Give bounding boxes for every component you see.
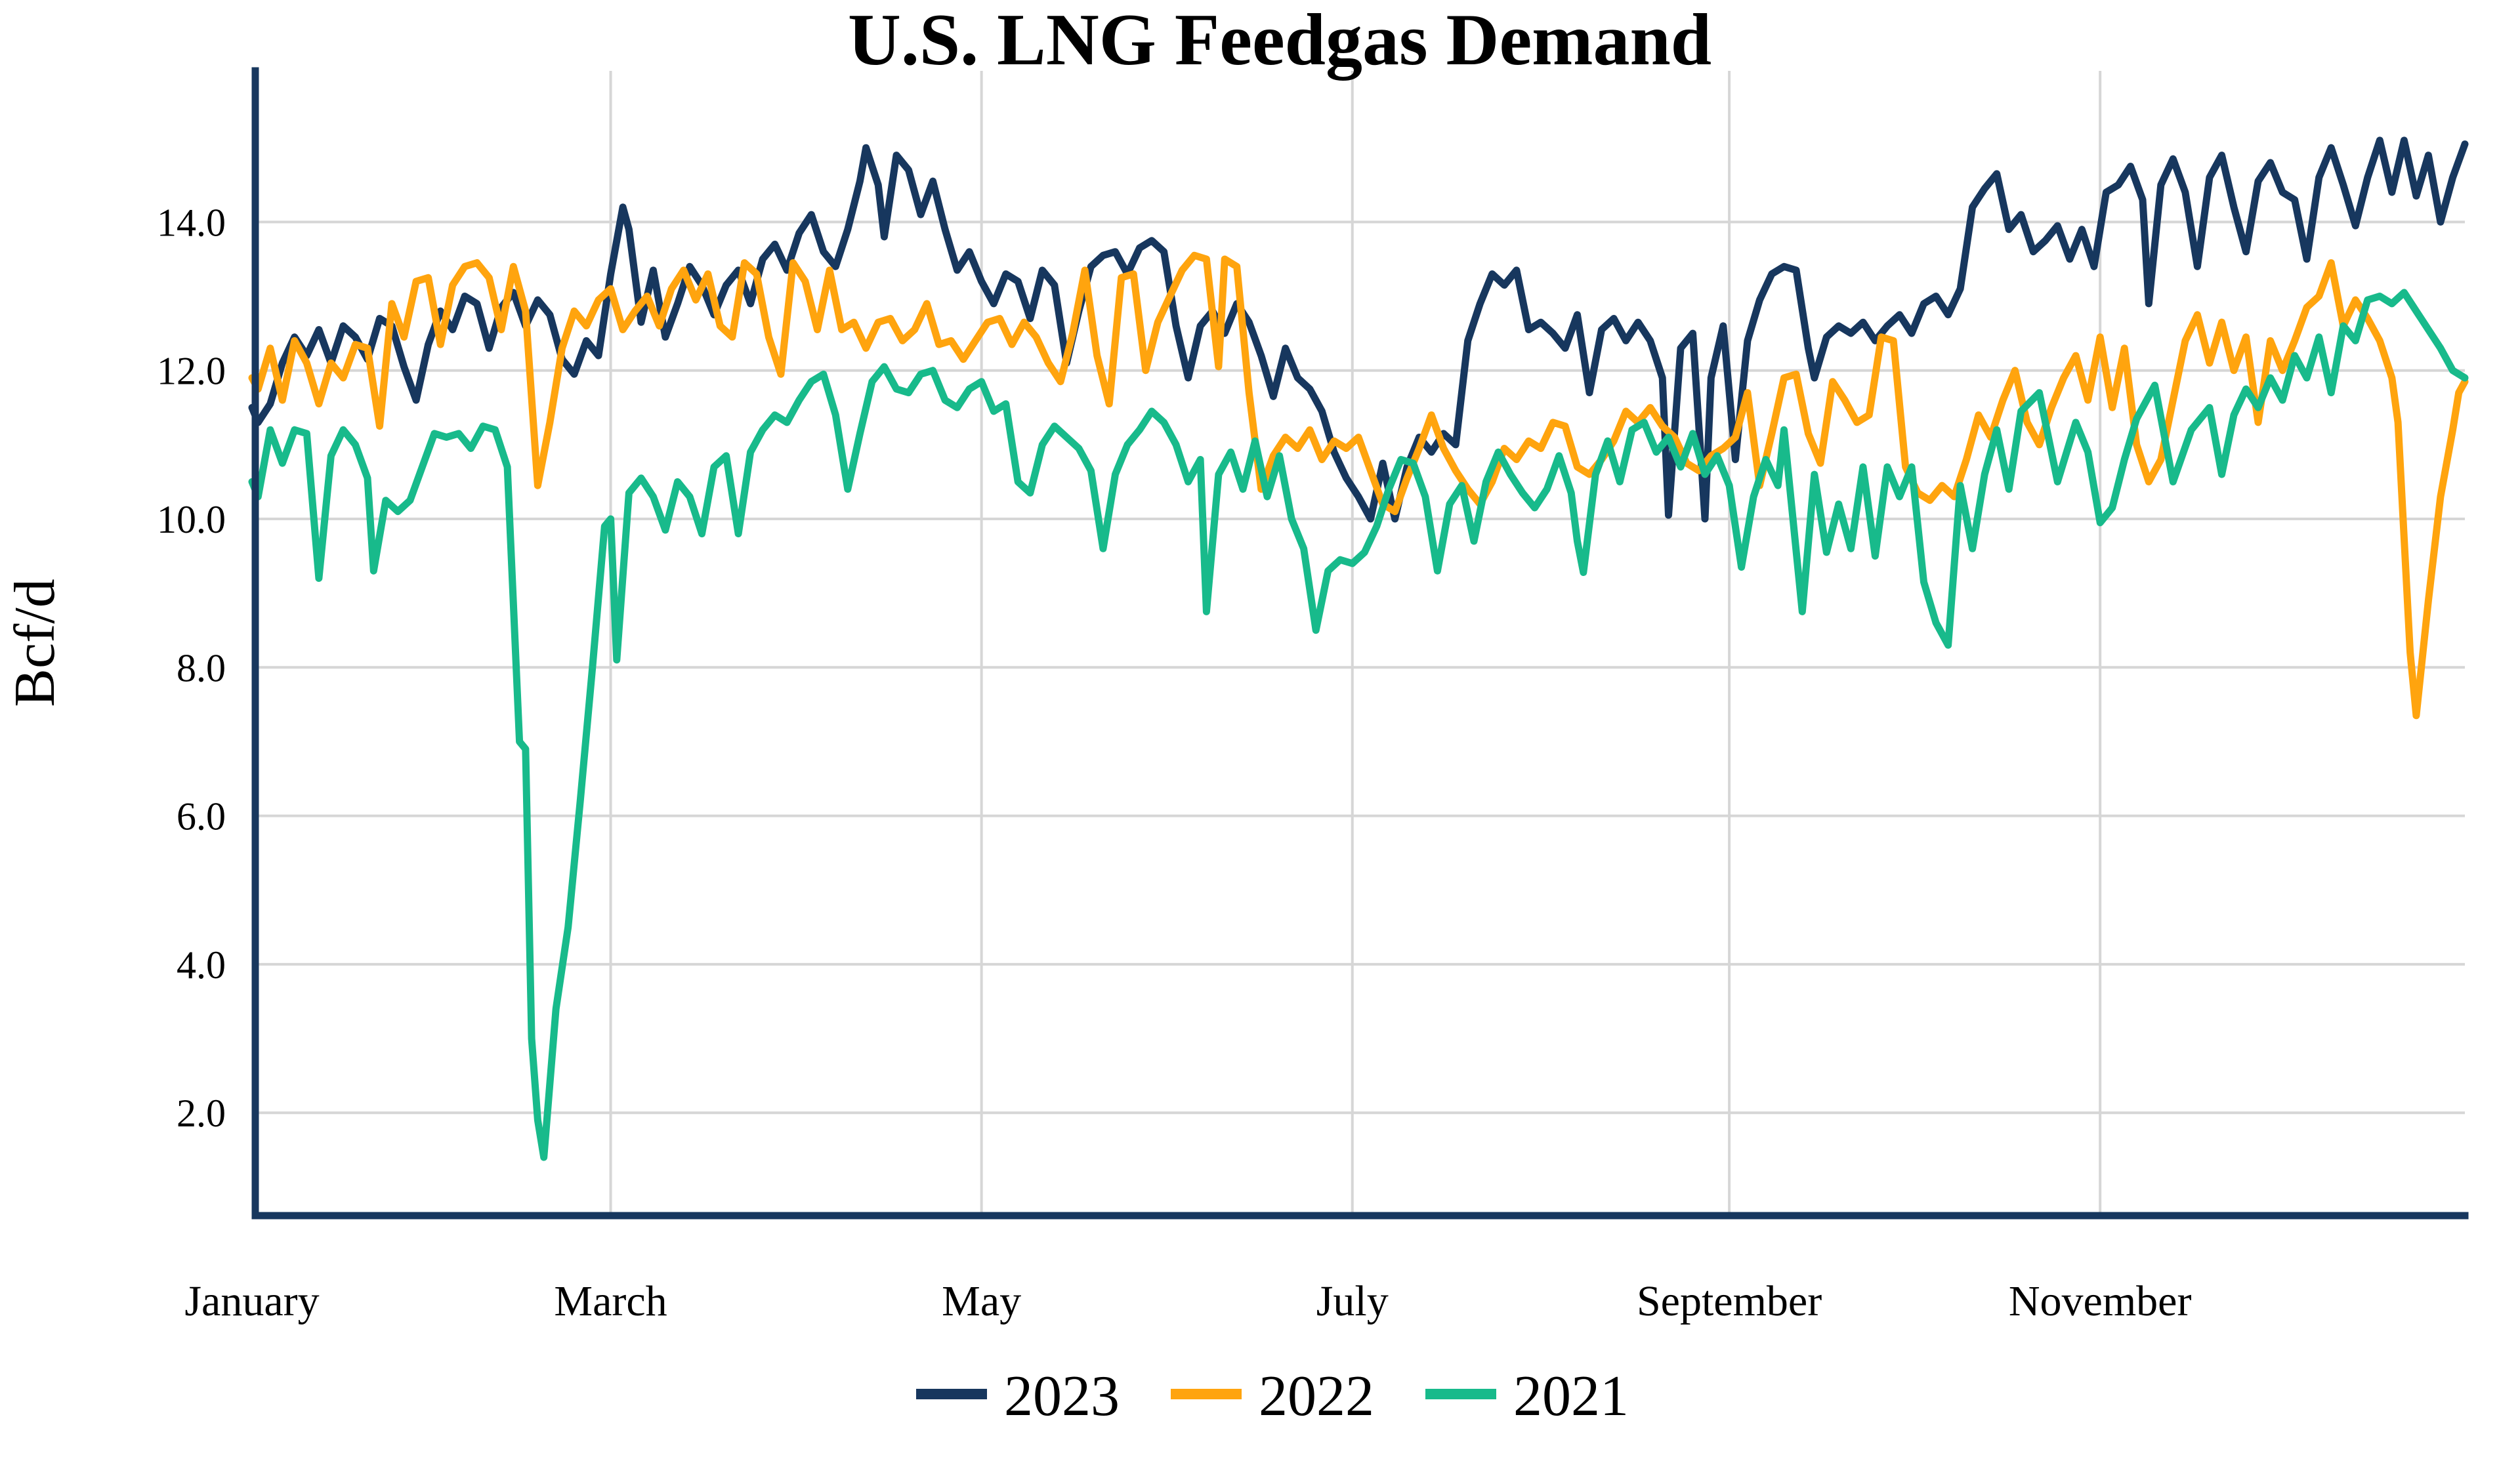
y-tick-label-14.0: 14.0 xyxy=(157,201,226,244)
legend-label-2023: 2023 xyxy=(1004,1365,1120,1428)
y-axis-label: Bcf/d xyxy=(3,579,67,707)
y-tick-label-2.0: 2.0 xyxy=(177,1092,226,1135)
x-tick-label-september: September xyxy=(1637,1277,1822,1325)
y-tick-label-6.0: 6.0 xyxy=(177,795,226,838)
series-layer xyxy=(248,136,2469,1161)
grid-layer xyxy=(252,71,2465,1219)
legend-item-2021: 2021 xyxy=(1425,1365,1629,1428)
y-tick-label-8.0: 8.0 xyxy=(177,646,226,689)
x-tick-label-november: November xyxy=(2009,1277,2192,1325)
x-tick-label-january: January xyxy=(184,1277,319,1325)
legend-label-2022: 2022 xyxy=(1259,1365,1374,1428)
chart-title: U.S. LNG Feedgas Demand xyxy=(848,0,1712,81)
x-tick-label-july: July xyxy=(1316,1277,1389,1325)
legend-label-2021: 2021 xyxy=(1513,1365,1629,1428)
y-tick-label-4.0: 4.0 xyxy=(177,943,226,987)
axis-frame xyxy=(251,67,2469,1220)
series-line-2021 xyxy=(248,289,2469,1161)
x-tick-label-may: May xyxy=(942,1277,1021,1325)
y-tick-label-10.0: 10.0 xyxy=(157,498,226,541)
series-line-2022 xyxy=(248,251,2469,720)
legend-item-2022: 2022 xyxy=(1171,1365,1374,1428)
x-tick-label-march: March xyxy=(554,1277,667,1325)
y-tick-label-12.0: 12.0 xyxy=(157,350,226,393)
legend-item-2023: 2023 xyxy=(916,1365,1120,1428)
series-line-2023 xyxy=(248,136,2469,523)
legend: 2023 2022 2021 xyxy=(916,1365,1629,1428)
tick-layer: 2.0 4.0 6.0 8.0 10.0 12.0 14.0 January March May J… xyxy=(157,201,2191,1325)
